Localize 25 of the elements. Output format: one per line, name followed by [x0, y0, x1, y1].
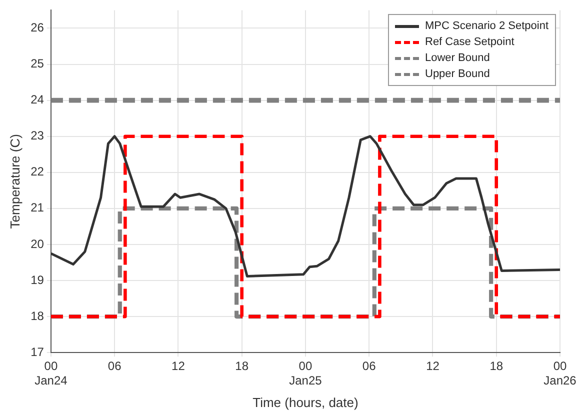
y-axis-title: Temperature (C): [7, 134, 22, 229]
x-tick-label: 18: [235, 359, 249, 374]
y-tick-label: 21: [30, 200, 44, 215]
x-tick-label: 00 Jan25: [289, 359, 322, 388]
y-tick-label: 25: [30, 56, 44, 71]
x-tick-label: 06: [362, 359, 376, 374]
y-tick-label: 20: [30, 236, 44, 251]
legend-label: Upper Bound: [425, 67, 490, 82]
x-tick-label: 06: [108, 359, 122, 374]
y-tick-label: 19: [30, 272, 44, 287]
x-tick-label: 12: [172, 359, 186, 374]
x-axis-title: Time (hours, date): [252, 394, 358, 410]
y-tick-label: 26: [30, 20, 44, 35]
y-tick-label: 23: [30, 128, 44, 143]
legend-label: MPC Scenario 2 Setpoint: [425, 19, 549, 34]
x-tick-label: 00 Jan26: [544, 359, 577, 388]
y-tick-label: 17: [30, 344, 44, 359]
x-tick-label: 18: [490, 359, 504, 374]
x-tick-label: 12: [426, 359, 440, 374]
y-tick-label: 24: [30, 92, 44, 107]
legend-label: Ref Case Setpoint: [425, 35, 514, 50]
y-tick-label: 22: [30, 164, 44, 179]
x-tick-label: 00 Jan24: [34, 359, 68, 388]
legend-label: Lower Bound: [425, 51, 490, 66]
y-tick-label: 18: [30, 308, 44, 323]
